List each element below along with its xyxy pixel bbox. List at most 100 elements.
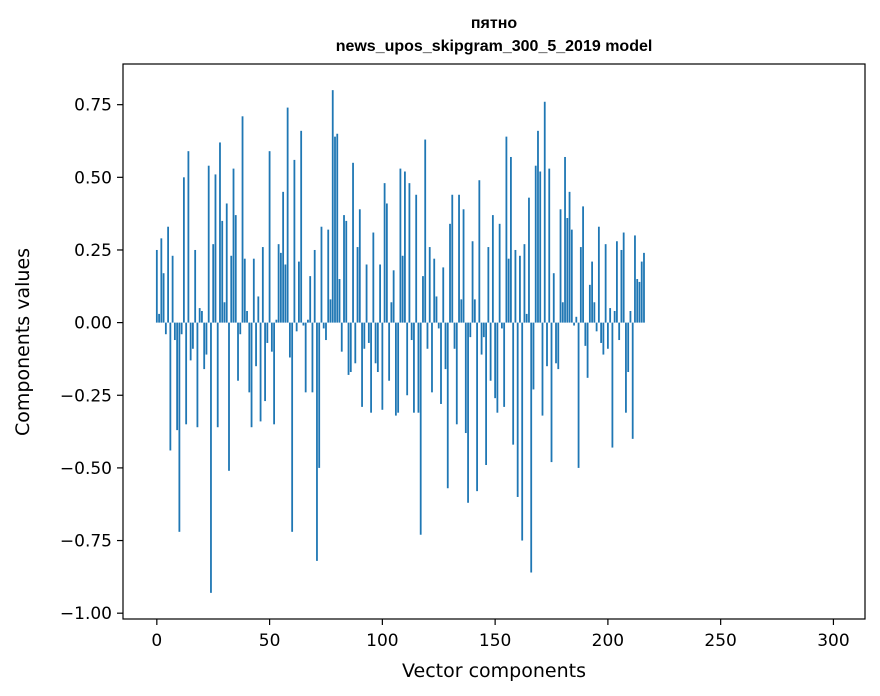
bar-47 — [261, 247, 264, 323]
bar-156 — [507, 258, 510, 323]
bar-192 — [588, 284, 591, 323]
bar-13 — [185, 322, 188, 425]
bar-177 — [555, 322, 557, 364]
bar-213 — [636, 279, 639, 323]
bar-97 — [374, 322, 377, 364]
bar-148 — [489, 322, 492, 381]
bar-1 — [158, 313, 160, 323]
bar-102 — [385, 203, 388, 323]
bar-113 — [410, 322, 413, 341]
bar-71 — [316, 322, 318, 561]
bar-120 — [426, 322, 429, 349]
bar-55 — [279, 252, 282, 323]
bar-137 — [464, 322, 467, 434]
bar-166 — [530, 322, 533, 573]
bar-186 — [575, 316, 578, 323]
y-tick-label: 0.75 — [74, 96, 112, 116]
bar-8 — [173, 322, 176, 341]
bar-144 — [480, 322, 483, 355]
bar-133 — [455, 322, 458, 425]
bar-92 — [363, 322, 366, 349]
bar-70 — [313, 249, 316, 323]
bar-95 — [370, 322, 372, 413]
bar-193 — [591, 261, 593, 323]
bar-36 — [237, 322, 239, 381]
chart-title-line2: news_upos_skipgram_300_5_2019 model — [336, 38, 653, 55]
bar-22 — [205, 322, 208, 355]
bar-189 — [582, 206, 584, 323]
bar-129 — [446, 322, 449, 489]
x-tick-label: 250 — [704, 631, 736, 651]
bar-187 — [577, 322, 580, 468]
bar-163 — [523, 244, 526, 323]
bar-164 — [525, 313, 528, 323]
bar-199 — [604, 244, 607, 323]
bar-184 — [570, 229, 573, 323]
bar-204 — [616, 241, 618, 323]
x-axis-label: Vector components — [402, 660, 586, 682]
bar-117 — [419, 322, 422, 535]
bar-191 — [586, 322, 589, 378]
bar-44 — [255, 322, 257, 367]
bar-132 — [453, 322, 456, 349]
bar-63 — [298, 261, 300, 323]
bar-5 — [167, 226, 169, 323]
bar-77 — [329, 299, 332, 323]
bar-23 — [207, 165, 210, 323]
x-tick-label: 100 — [366, 631, 398, 651]
bar-111 — [406, 322, 409, 396]
bar-131 — [451, 194, 454, 323]
bar-48 — [264, 322, 266, 402]
bar-160 — [516, 322, 519, 497]
bar-201 — [609, 308, 612, 323]
bar-196 — [597, 226, 600, 323]
bar-134 — [458, 194, 460, 323]
bar-107 — [397, 322, 400, 413]
bar-82 — [340, 322, 343, 352]
x-axis-ticks: 0 50 100 150 200 250 300 — [151, 619, 850, 651]
bar-170 — [539, 171, 542, 323]
bar-91 — [361, 322, 363, 407]
bar-135 — [460, 299, 463, 323]
bar-0 — [155, 249, 158, 323]
bar-53 — [275, 319, 278, 323]
bar-50 — [268, 151, 271, 323]
bar-31 — [225, 203, 228, 323]
bar-83 — [343, 215, 345, 323]
bar-67 — [307, 319, 309, 323]
bar-69 — [311, 322, 314, 393]
y-axis-label: Components values — [12, 248, 34, 436]
bar-197 — [600, 322, 603, 343]
bar-136 — [462, 209, 465, 323]
bar-151 — [496, 322, 499, 413]
bar-103 — [388, 322, 391, 381]
bar-75 — [325, 322, 327, 341]
bar-46 — [259, 322, 262, 422]
bar-143 — [478, 180, 481, 323]
bar-108 — [399, 168, 402, 323]
bar-101 — [383, 183, 386, 323]
bar-33 — [230, 255, 233, 323]
y-tick-label: 0.00 — [74, 314, 112, 334]
bar-194 — [593, 302, 596, 323]
bar-27 — [216, 322, 219, 428]
bar-118 — [422, 276, 424, 323]
bar-57 — [284, 264, 287, 323]
bar-162 — [521, 322, 524, 541]
bar-114 — [413, 322, 415, 413]
bar-109 — [401, 255, 404, 323]
bar-153 — [500, 322, 503, 329]
bar-54 — [277, 244, 280, 323]
y-tick-label: −1.00 — [60, 604, 112, 624]
bar-41 — [248, 322, 251, 393]
bar-90 — [358, 209, 361, 323]
y-axis-ticks: −1.00 −0.75 −0.50 −0.25 0.00 0.25 0.50 0.75 — [60, 96, 123, 624]
bar-149 — [491, 215, 494, 323]
bar-58 — [286, 107, 289, 323]
bar-35 — [234, 215, 237, 323]
bar-119 — [424, 139, 427, 323]
bar-159 — [514, 249, 517, 323]
bar-2 — [160, 238, 163, 323]
bar-106 — [394, 322, 397, 416]
bar-138 — [467, 322, 469, 503]
